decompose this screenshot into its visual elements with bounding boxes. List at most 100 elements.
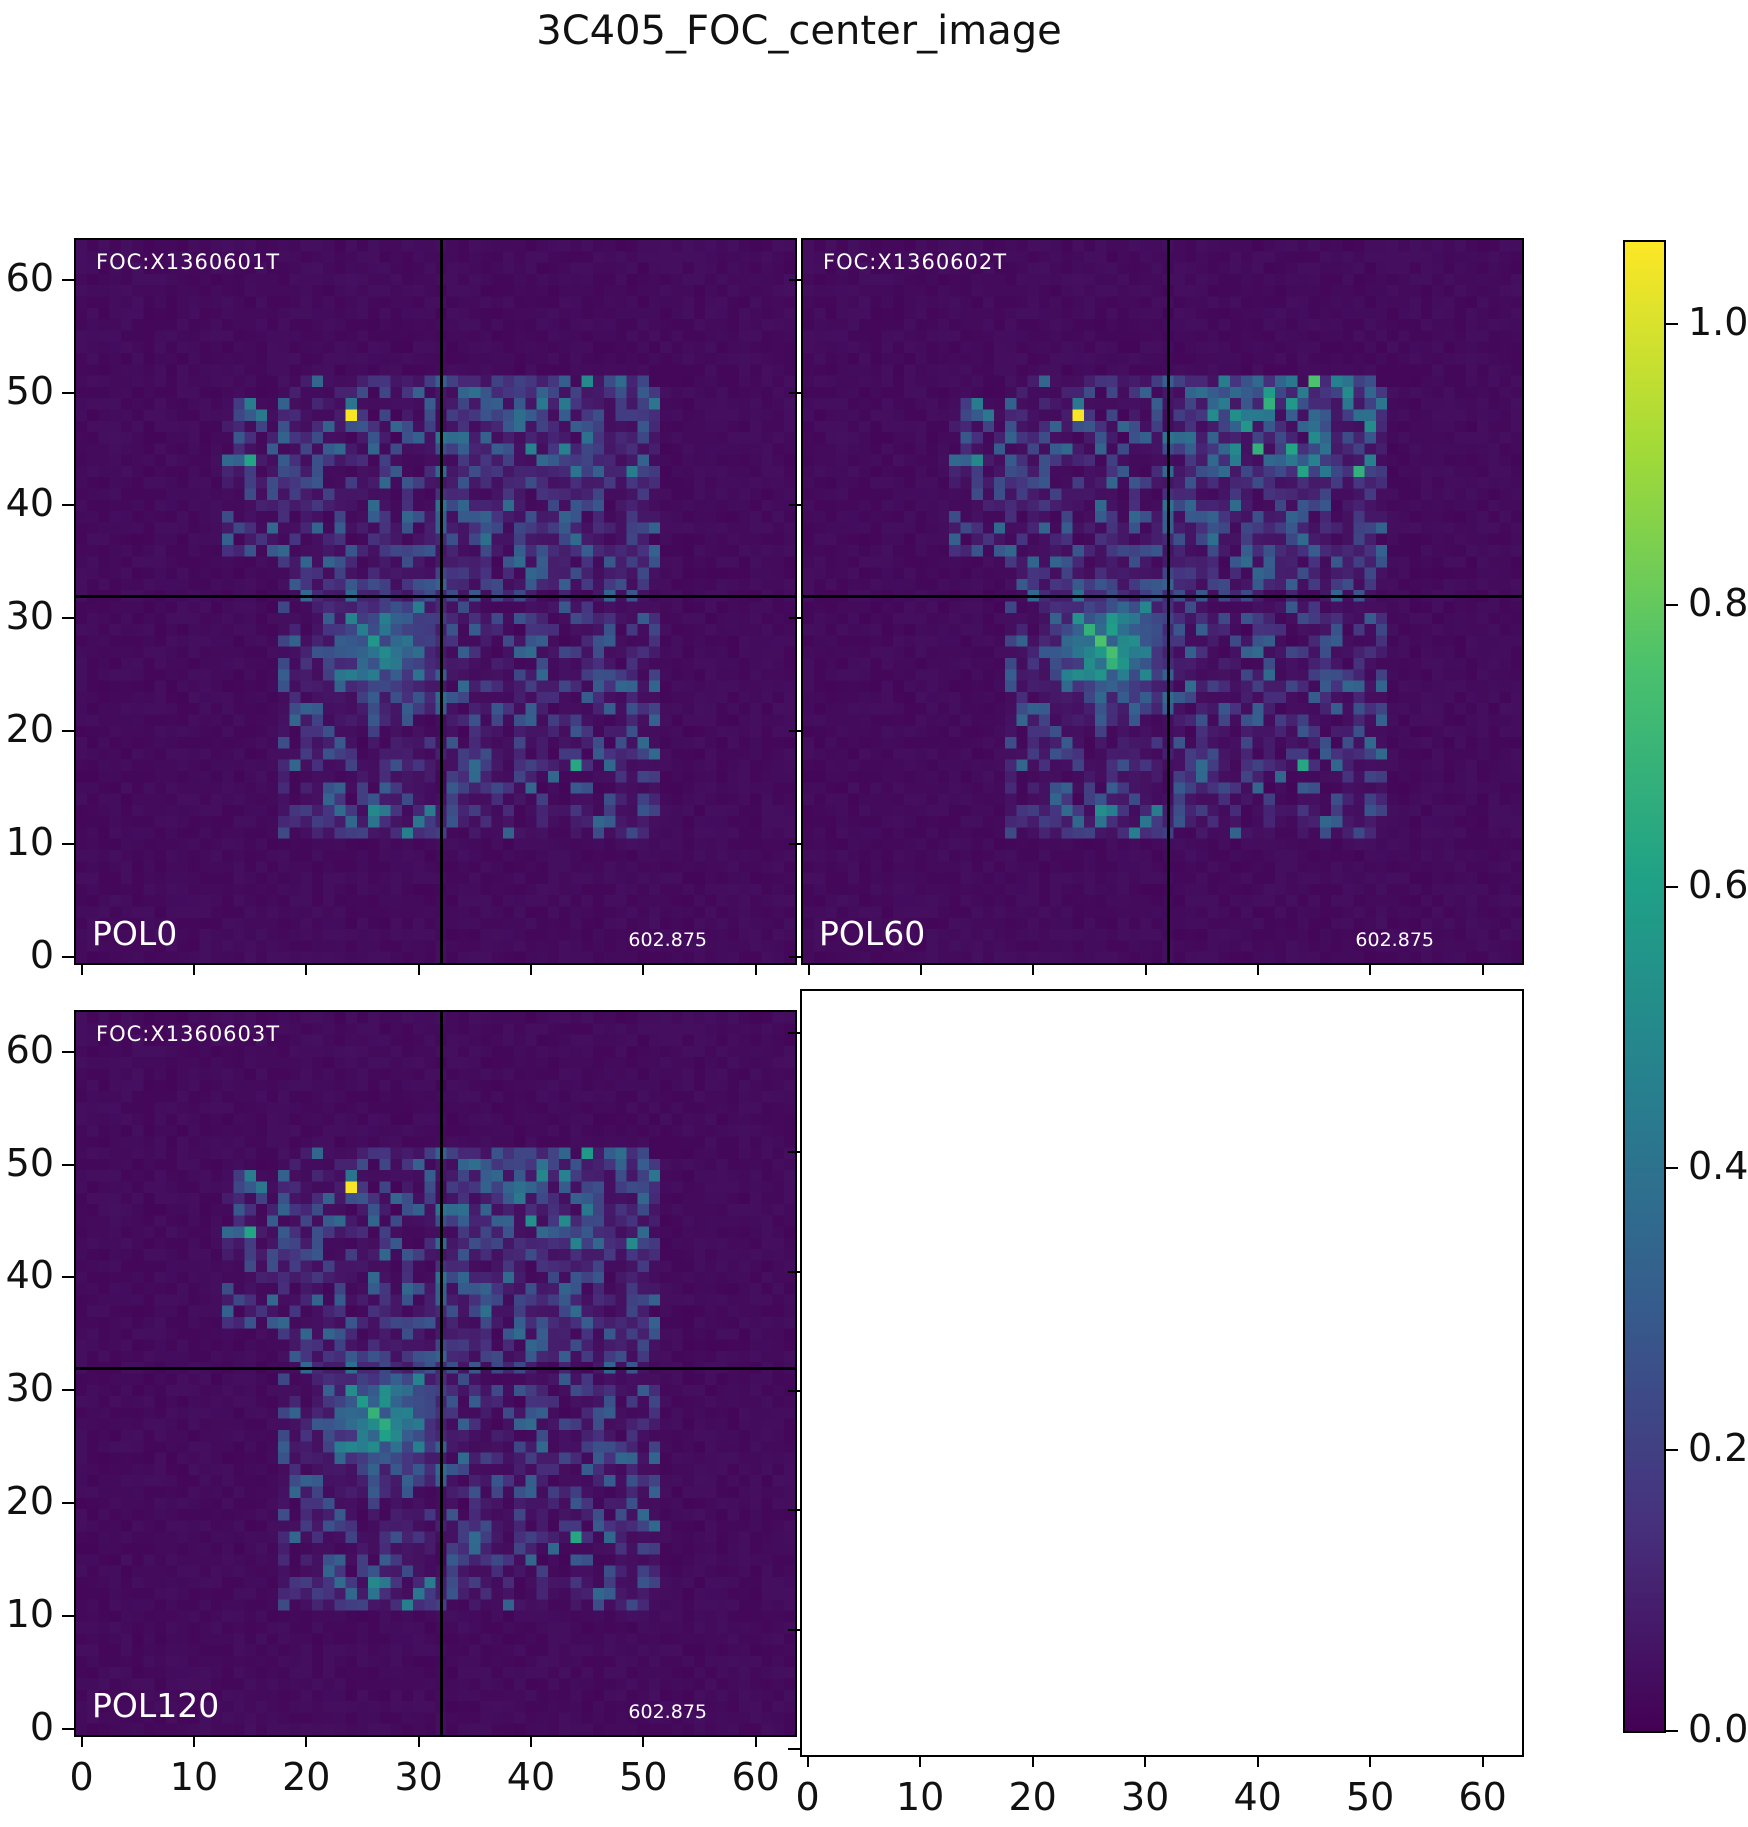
panel-pol0: FOC:X1360601T POL0 602.875 (74, 238, 797, 965)
panel-pol60: FOC:X1360602T POL60 602.875 (801, 238, 1524, 965)
x-tick-mark (1481, 1757, 1484, 1767)
y-tick-mark (789, 504, 801, 507)
y-tick-label: 50 (5, 368, 54, 413)
x-tick-mark (807, 965, 810, 975)
y-tick-label: 40 (5, 1253, 54, 1298)
y-tick-mark (62, 504, 74, 507)
y-tick-mark (62, 1163, 74, 1166)
x-tick-label: 50 (1345, 1775, 1395, 1819)
y-tick-mark (788, 1628, 800, 1631)
y-tick-label: 20 (5, 707, 54, 752)
x-tick-mark (305, 1737, 308, 1747)
x-tick-mark (1256, 965, 1259, 975)
x-tick-mark (754, 965, 757, 975)
x-tick-label: 10 (895, 1775, 945, 1819)
x-tick-label: 40 (1233, 1775, 1282, 1819)
x-tick-mark (80, 1737, 83, 1747)
colorbar-tick-mark (1666, 604, 1678, 607)
y-tick-mark (62, 278, 74, 281)
y-tick-mark (789, 956, 801, 959)
exposure-label: 602.875 (628, 1701, 707, 1723)
x-tick-mark (80, 965, 83, 975)
x-tick-label: 10 (169, 1755, 219, 1799)
x-tick-mark (192, 965, 195, 975)
y-tick-label: 50 (5, 1140, 54, 1185)
y-tick-mark (788, 1151, 800, 1154)
y-tick-label: 30 (5, 594, 54, 639)
x-tick-label: 60 (731, 1755, 780, 1799)
x-tick-mark (1031, 1757, 1034, 1767)
x-tick-label: 20 (282, 1755, 331, 1799)
y-tick-mark (788, 1748, 800, 1751)
colorbar-tick-mark (1666, 1730, 1678, 1732)
colorbar-tick-label: 1.0 (1688, 299, 1748, 344)
colorbar-tick-label: 0.4 (1688, 1144, 1748, 1189)
colorbar-tick-label: 0.6 (1688, 862, 1748, 907)
x-tick-label: 60 (1458, 1775, 1507, 1819)
y-tick-mark (62, 730, 74, 733)
y-tick-mark (788, 1389, 800, 1392)
x-tick-label: 30 (1120, 1775, 1170, 1819)
pol60-heatmap-image (803, 240, 1522, 963)
x-tick-mark (754, 1737, 757, 1747)
y-tick-mark (62, 1276, 74, 1279)
x-tick-mark (806, 1757, 809, 1767)
y-tick-mark (62, 1502, 74, 1505)
x-tick-mark (1144, 1757, 1147, 1767)
crosshair-vertical-line (1167, 240, 1171, 963)
x-tick-mark (417, 1737, 420, 1747)
x-tick-mark (417, 965, 420, 975)
y-tick-mark (789, 843, 801, 846)
y-tick-label: 0 (29, 1705, 54, 1750)
x-tick-label: 30 (394, 1755, 443, 1799)
x-tick-label: 50 (619, 1755, 668, 1799)
y-tick-mark (789, 617, 801, 620)
crosshair-vertical-line (440, 1012, 444, 1735)
x-tick-mark (529, 1737, 532, 1747)
x-tick-mark (529, 965, 532, 975)
y-tick-mark (62, 956, 74, 959)
colorbar-tick-mark (1666, 1448, 1678, 1451)
y-tick-mark (789, 391, 801, 394)
colorbar-tick-mark (1666, 885, 1678, 888)
exposure-label: 602.875 (628, 929, 707, 951)
y-tick-mark (788, 1270, 800, 1273)
x-tick-mark (919, 965, 922, 975)
crosshair-horizontal-line (76, 594, 795, 598)
foc-id-label: FOC:X1360601T (96, 250, 281, 274)
x-tick-label: 20 (1008, 1775, 1057, 1819)
y-tick-label: 20 (5, 1479, 54, 1524)
y-tick-mark (789, 730, 801, 733)
pol120-heatmap-image (76, 1012, 795, 1735)
y-tick-mark (62, 617, 74, 620)
x-tick-mark (919, 1757, 922, 1767)
crosshair-horizontal-line (76, 1366, 795, 1370)
y-tick-label: 40 (5, 481, 54, 526)
y-tick-label: 10 (5, 820, 54, 865)
pol-label: POL0 (92, 914, 178, 953)
colorbar-tick-label: 0.0 (1688, 1707, 1748, 1751)
y-tick-label: 0 (29, 933, 54, 978)
pol-label: POL60 (819, 914, 926, 953)
exposure-label: 602.875 (1355, 929, 1434, 951)
pol0-heatmap-image (76, 240, 795, 963)
colorbar-tick-label: 0.8 (1688, 581, 1748, 626)
x-tick-mark (305, 965, 308, 975)
y-tick-label: 60 (5, 1027, 54, 1072)
x-tick-label: 0 (795, 1775, 820, 1819)
y-tick-label: 30 (5, 1366, 54, 1411)
y-tick-mark (62, 1050, 74, 1053)
colorbar-tick-label: 0.2 (1688, 1425, 1748, 1470)
y-tick-mark (62, 843, 74, 846)
x-tick-label: 40 (506, 1755, 556, 1799)
panel-pol120: FOC:X1360603T POL120 602.875 (74, 1010, 797, 1737)
colorbar (1623, 240, 1666, 1733)
x-tick-label: 0 (69, 1755, 94, 1799)
figure-title: 3C405_FOC_center_image (536, 8, 1062, 54)
pol-label: POL120 (92, 1686, 220, 1725)
y-tick-mark (788, 1031, 800, 1034)
x-tick-mark (1369, 1757, 1372, 1767)
y-tick-label: 10 (5, 1592, 54, 1637)
x-tick-mark (1481, 965, 1484, 975)
